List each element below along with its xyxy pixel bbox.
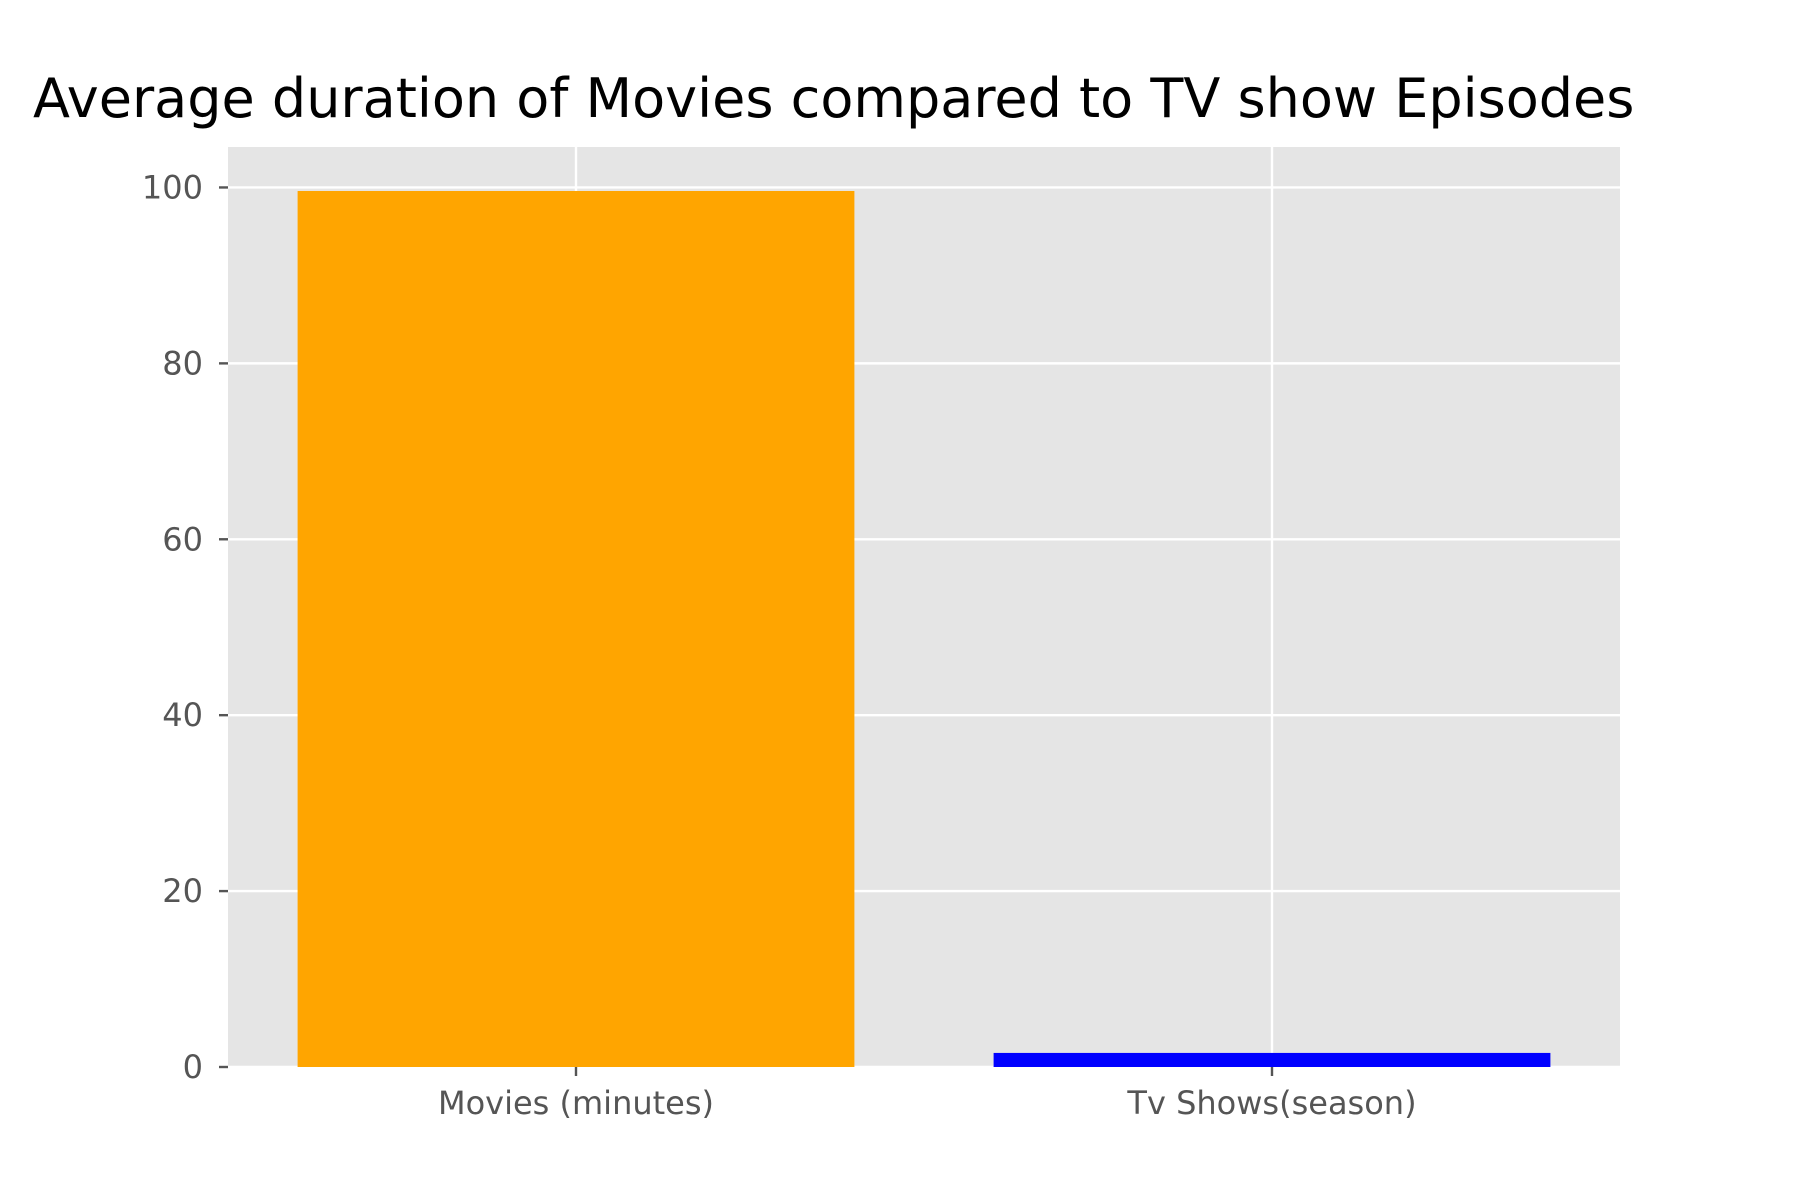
chart-title: Average duration of Movies compared to T… [33, 67, 1634, 130]
y-tick-label: 20 [162, 872, 203, 910]
y-tick-label: 0 [183, 1048, 203, 1086]
y-axis: 0 20 40 60 80 100 [142, 168, 228, 1086]
x-tick-label: Tv Shows(season) [1126, 1084, 1416, 1122]
bar-tv-shows [993, 1052, 1551, 1067]
y-tick-label: 60 [162, 520, 203, 558]
y-tick-label: 40 [162, 696, 203, 734]
bars [297, 190, 1551, 1067]
x-tick-label: Movies (minutes) [438, 1084, 714, 1122]
y-tick-label: 80 [162, 344, 203, 382]
bar-movies [297, 190, 855, 1067]
x-axis: Movies (minutes) Tv Shows(season) [438, 1067, 1417, 1122]
y-tick-label: 100 [142, 168, 203, 206]
